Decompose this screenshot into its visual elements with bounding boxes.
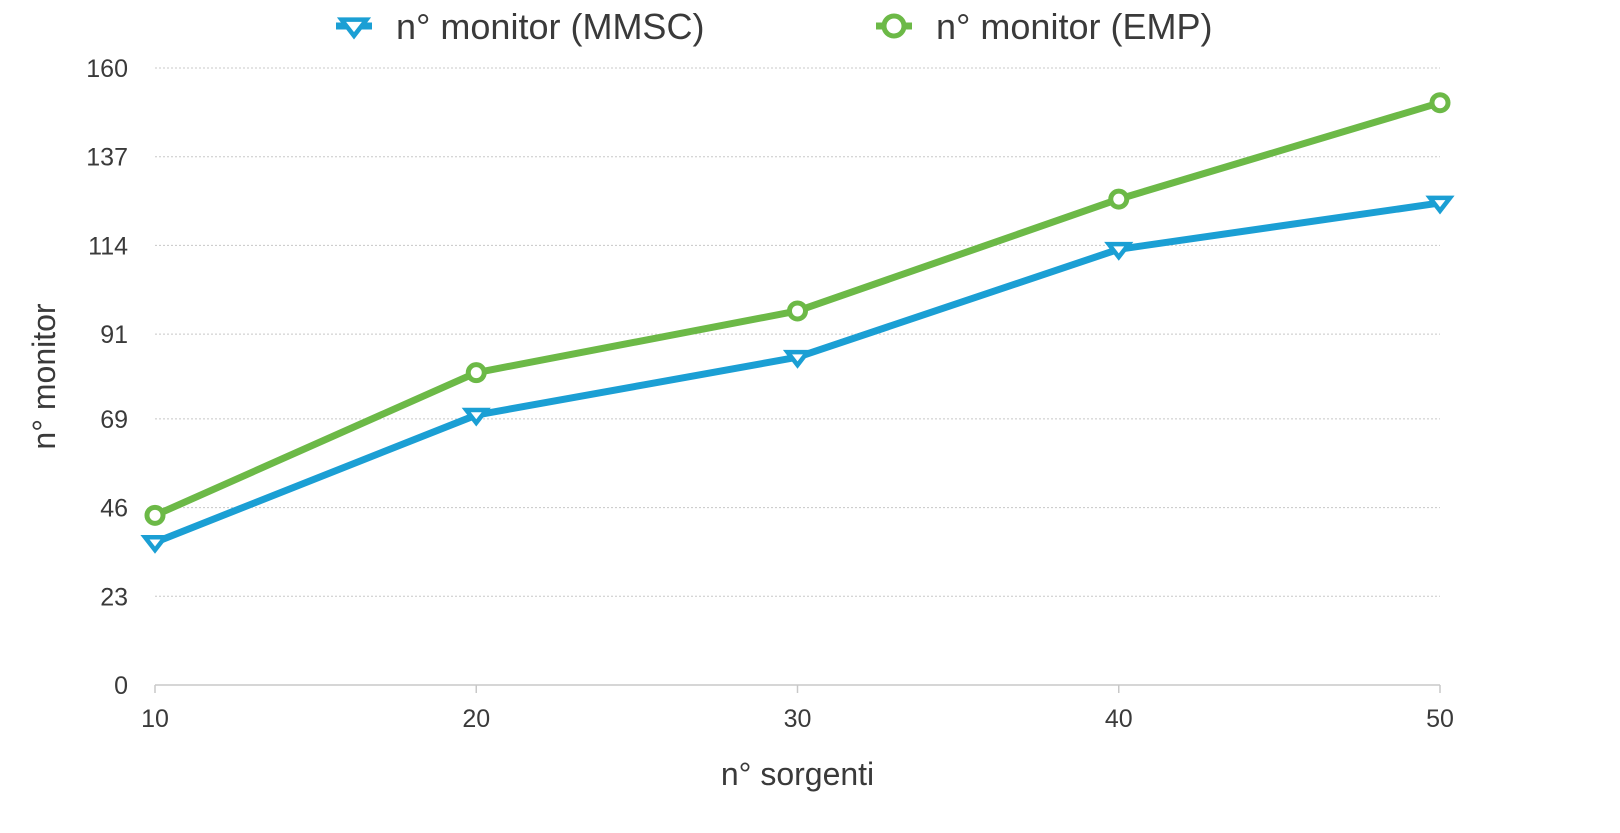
legend-label: n° monitor (EMP) <box>936 6 1212 47</box>
legend-marker <box>881 13 907 39</box>
data-point <box>1104 241 1134 261</box>
legend-item: n° monitor (EMP) <box>876 6 1212 47</box>
data-point <box>787 300 808 322</box>
series-0 <box>140 195 1455 554</box>
data-point <box>782 349 813 369</box>
series-line <box>151 199 1444 546</box>
y-tick-label: 114 <box>88 232 128 260</box>
x-tick-label: 20 <box>462 705 490 733</box>
data-point <box>140 535 170 554</box>
legend-item: n° monitor (MMSC) <box>336 6 704 47</box>
y-axis-title: n° monitor <box>26 303 62 450</box>
data-point <box>144 504 166 526</box>
legend-marker <box>336 17 372 40</box>
x-tick-label: 10 <box>141 705 169 733</box>
x-axis-title: n° sorgenti <box>721 756 874 792</box>
axes: 0 23 46 69 91 114 137 160 10 20 30 40 50 <box>86 55 1454 733</box>
y-tick-label: 46 <box>100 495 128 523</box>
series-1 <box>144 92 1451 526</box>
y-tick-label: 160 <box>86 55 128 83</box>
x-tick-label: 30 <box>784 705 812 733</box>
data-point <box>465 362 487 384</box>
y-tick-label: 137 <box>86 144 128 172</box>
x-tick-label: 40 <box>1105 705 1133 733</box>
y-tick-label: 23 <box>100 583 128 611</box>
series <box>140 92 1455 554</box>
legend-label: n° monitor (MMSC) <box>396 6 704 47</box>
grid <box>155 67 1440 597</box>
y-tick-label: 69 <box>100 406 128 434</box>
data-point <box>1108 188 1130 210</box>
data-point <box>461 407 491 427</box>
data-point <box>1429 92 1451 114</box>
data-point <box>1425 195 1455 215</box>
y-tick-label: 0 <box>114 672 128 700</box>
x-tick-label: 50 <box>1426 705 1454 733</box>
y-tick-label: 91 <box>100 321 128 349</box>
legend: n° monitor (MMSC) n° monitor (EMP) <box>336 6 1212 47</box>
